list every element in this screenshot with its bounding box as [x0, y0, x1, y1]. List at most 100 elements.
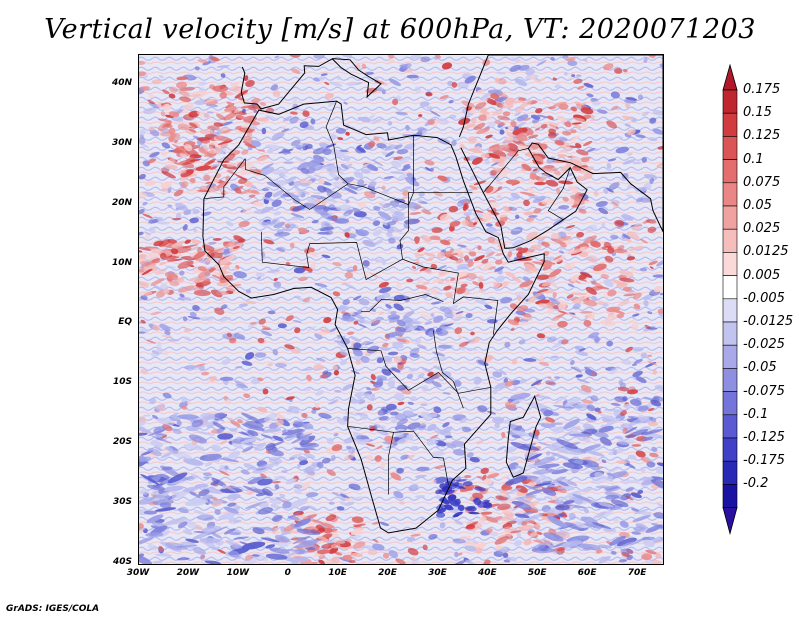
field-cell: [529, 172, 537, 180]
field-cell: [140, 295, 148, 301]
field-cell: [175, 212, 182, 220]
field-cell: [342, 299, 350, 306]
field-cell: [177, 285, 195, 293]
field-cell: [139, 128, 146, 136]
field-cell: [177, 557, 190, 561]
field-cell: [216, 181, 229, 189]
colorbar-swatch: [722, 437, 738, 462]
field-cell: [562, 462, 584, 470]
field-cell: [238, 431, 248, 436]
field-cell: [447, 284, 458, 291]
field-cell: [506, 520, 517, 525]
field-cell: [307, 158, 322, 168]
field-cell: [570, 366, 582, 373]
field-cell: [434, 495, 442, 499]
field-cell: [581, 123, 589, 130]
field-cell: [161, 171, 176, 179]
field-cell: [281, 128, 290, 133]
field-cell: [260, 434, 274, 439]
field-cell: [549, 282, 560, 289]
field-cell: [476, 127, 490, 135]
field-cell: [221, 358, 231, 365]
field-cell: [291, 453, 303, 458]
field-cell: [482, 502, 492, 509]
field-cell: [178, 90, 190, 97]
field-cell: [379, 521, 390, 527]
field-cell: [379, 425, 387, 430]
field-cell: [465, 313, 473, 319]
country-border: [203, 158, 246, 200]
field-cell: [378, 312, 385, 315]
field-cell: [397, 362, 404, 370]
field-cell: [628, 245, 644, 251]
field-cell: [419, 267, 428, 272]
field-cell: [476, 440, 484, 445]
field-cell: [632, 161, 642, 165]
field-cell: [205, 103, 219, 107]
field-cell: [448, 225, 455, 232]
field-cell: [392, 98, 399, 106]
field-cell: [346, 82, 358, 86]
field-cell: [257, 117, 270, 122]
lon-tick-label: 20E: [378, 568, 397, 578]
field-cell: [139, 536, 154, 546]
field-cell: [439, 522, 446, 529]
field-cell: [647, 360, 658, 366]
field-cell: [587, 332, 600, 339]
field-cell: [396, 338, 407, 343]
field-cell: [365, 87, 378, 94]
field-cell: [381, 406, 389, 413]
field-cell: [473, 222, 478, 226]
field-cell: [439, 213, 452, 222]
field-cell: [422, 544, 428, 551]
field-cell: [318, 559, 325, 564]
country-border: [483, 148, 529, 193]
field-cell: [390, 160, 402, 168]
field-cell: [192, 287, 204, 291]
field-cell: [371, 257, 379, 263]
field-cell: [191, 420, 204, 428]
field-cell: [611, 248, 628, 254]
field-cell: [323, 317, 332, 324]
field-cell: [216, 290, 230, 296]
field-cell: [150, 439, 160, 447]
field-cell: [465, 559, 474, 564]
field-cell: [139, 60, 146, 66]
field-cell: [458, 535, 472, 540]
field-cell: [591, 372, 597, 377]
field-cell: [630, 492, 642, 499]
field-cell: [339, 350, 349, 356]
field-cell: [336, 305, 350, 311]
field-cell: [234, 380, 247, 388]
field-cell: [362, 340, 371, 345]
field-cell: [212, 85, 229, 93]
field-cell: [580, 444, 601, 452]
field-cell: [468, 511, 480, 515]
field-cell: [541, 241, 550, 247]
field-cell: [224, 105, 237, 112]
field-cell: [519, 280, 534, 288]
field-cell: [214, 307, 225, 315]
field-cell: [373, 205, 381, 211]
field-cell: [556, 187, 561, 195]
field-cell: [152, 560, 163, 564]
field-cell: [492, 416, 505, 424]
field-cell: [497, 214, 509, 218]
field-cell: [420, 313, 432, 319]
field-cell: [497, 445, 506, 450]
field-cell: [610, 550, 617, 555]
field-cell: [287, 498, 309, 509]
field-cell: [408, 367, 419, 372]
field-cell: [648, 137, 658, 142]
field-cell: [632, 346, 644, 352]
field-cell: [332, 181, 345, 190]
field-cell: [623, 68, 628, 73]
field-cell: [376, 445, 383, 450]
field-cell: [497, 115, 510, 121]
field-cell: [200, 413, 219, 420]
field-cell: [324, 223, 333, 228]
field-cell: [184, 336, 191, 341]
field-cell: [496, 71, 507, 75]
field-cell: [196, 431, 216, 436]
field-cell: [470, 331, 475, 336]
